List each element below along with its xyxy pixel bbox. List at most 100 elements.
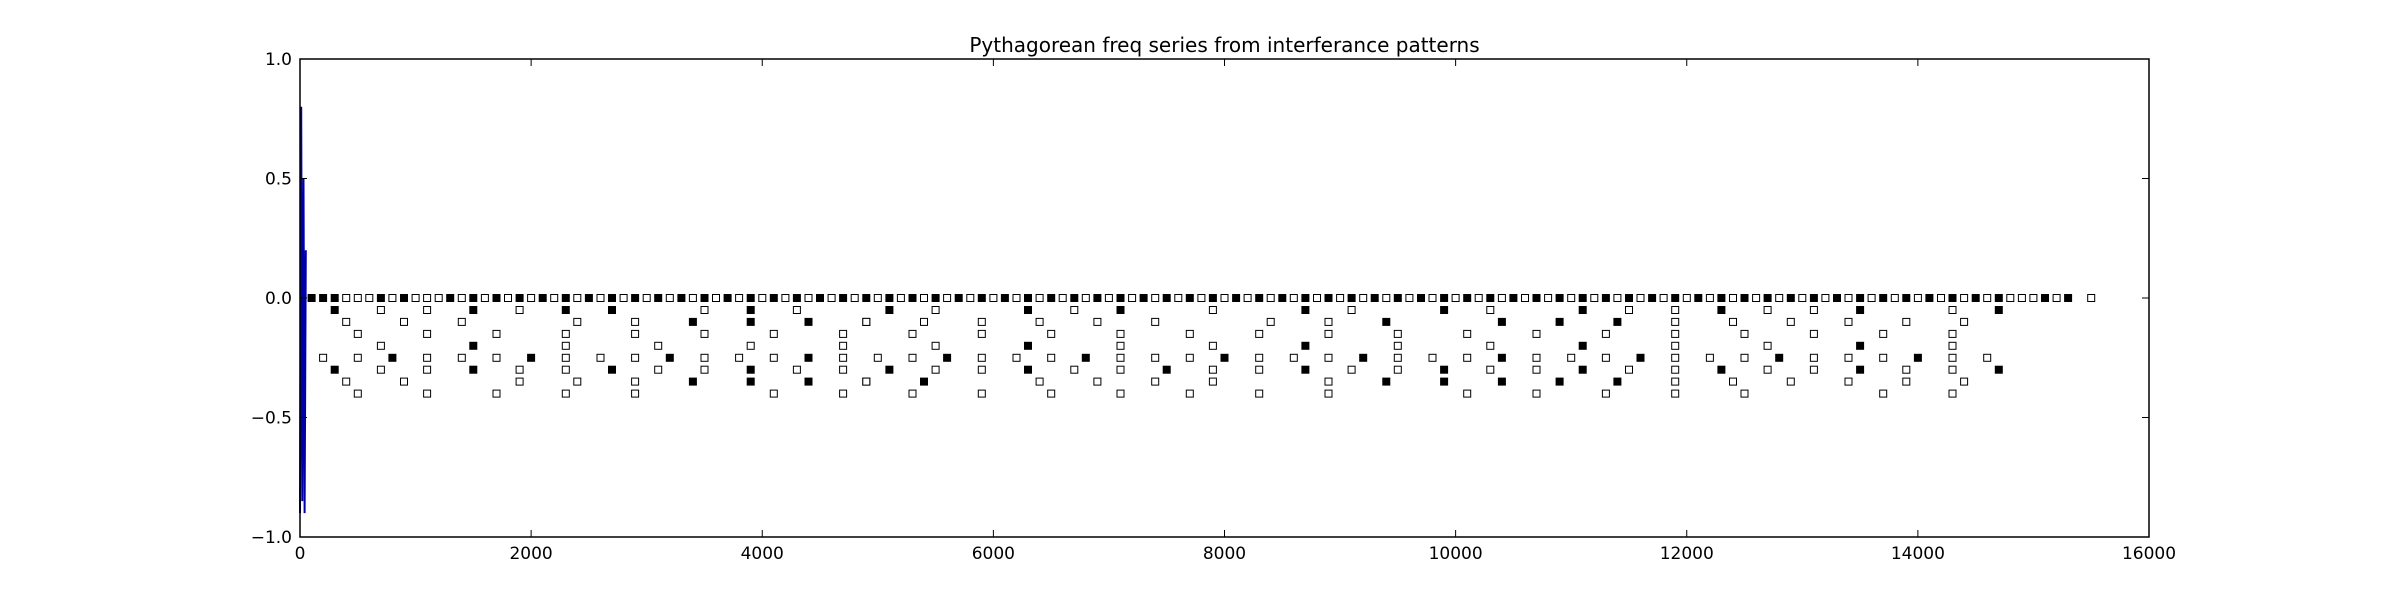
filled-square-marker [1913, 353, 1922, 362]
hollow-square-marker [1463, 329, 1472, 338]
filled-square-marker [608, 294, 616, 302]
hollow-square-marker [1070, 306, 1079, 314]
hollow-square-marker [769, 329, 778, 338]
filled-square-marker [1324, 294, 1333, 302]
hollow-square-marker [1601, 329, 1610, 338]
filled-square-marker [931, 294, 940, 302]
hollow-square-marker [1948, 389, 1957, 398]
hollow-square-marker [492, 353, 501, 362]
hollow-square-marker [1948, 329, 1957, 338]
filled-square-marker [1856, 306, 1865, 314]
hollow-square-marker [1463, 389, 1472, 398]
filled-square-marker [1232, 294, 1241, 302]
filled-square-marker [700, 294, 709, 302]
signal-trace [299, 106, 307, 514]
hollow-square-marker [1902, 317, 1911, 326]
x-tick-label: 4000 [741, 544, 784, 564]
hollow-square-marker [457, 317, 466, 326]
hollow-square-marker [1960, 294, 1969, 302]
hollow-square-marker [400, 377, 408, 386]
filled-square-marker [1463, 294, 1472, 302]
filled-square-marker [688, 377, 697, 386]
filled-square-marker [1440, 377, 1449, 386]
filled-square-marker [1024, 365, 1032, 374]
filled-square-marker [1208, 294, 1217, 302]
hollow-square-marker [1763, 365, 1772, 374]
filled-square-marker [330, 306, 339, 314]
x-tick-label: 10000 [1429, 544, 1483, 564]
hollow-square-marker [365, 294, 374, 302]
x-tick-label: 0 [295, 544, 306, 564]
filled-square-marker [1070, 294, 1079, 302]
hollow-square-marker [654, 341, 663, 350]
hollow-square-marker [1208, 341, 1217, 350]
filled-square-marker [1347, 294, 1356, 302]
hollow-square-marker [977, 317, 986, 326]
hollow-square-marker [376, 306, 385, 314]
hollow-square-marker [1185, 329, 1194, 338]
hollow-square-marker [1324, 329, 1333, 338]
hollow-square-marker [862, 377, 871, 386]
filled-square-marker [330, 294, 339, 302]
hollow-square-marker [1740, 329, 1749, 338]
hollow-square-marker [504, 294, 512, 302]
hollow-square-marker [1567, 294, 1576, 302]
hollow-square-marker [342, 377, 351, 386]
hollow-square-marker [700, 365, 709, 374]
filled-square-marker [1382, 377, 1391, 386]
hollow-square-marker [1890, 294, 1899, 302]
filled-square-marker [1717, 294, 1726, 302]
hollow-square-marker [1486, 306, 1495, 314]
hollow-square-marker [1809, 365, 1818, 374]
hollow-square-marker [1324, 377, 1333, 386]
hollow-square-marker [735, 294, 744, 302]
filled-square-marker [746, 377, 755, 386]
hollow-square-marker [746, 341, 755, 350]
hollow-square-marker [781, 294, 790, 302]
filled-square-marker [1440, 294, 1449, 302]
filled-square-marker [1497, 317, 1506, 326]
filled-square-marker [862, 294, 871, 302]
hollow-square-marker [1486, 365, 1495, 374]
hollow-square-marker [1116, 365, 1125, 374]
hollow-square-marker [688, 294, 697, 302]
hollow-square-marker [1151, 377, 1160, 386]
hollow-square-marker [353, 353, 362, 362]
hollow-square-marker [839, 389, 848, 398]
filled-square-marker [1671, 294, 1680, 302]
filled-square-marker [1902, 294, 1911, 302]
hollow-square-marker [319, 353, 328, 362]
filled-square-marker [388, 353, 397, 362]
x-tick-label: 8000 [1203, 544, 1246, 564]
hollow-square-marker [2017, 294, 2026, 302]
filled-square-marker [2041, 294, 2049, 302]
hollow-square-marker [769, 389, 778, 398]
hollow-square-marker [1809, 306, 1818, 314]
filled-square-marker [1497, 377, 1506, 386]
filled-square-marker [1440, 365, 1449, 374]
hollow-square-marker [1983, 353, 1992, 362]
hollow-square-marker [792, 306, 801, 314]
hollow-square-marker [573, 294, 582, 302]
hollow-square-marker [1116, 389, 1125, 398]
hollow-square-marker [1185, 353, 1194, 362]
hollow-square-marker [515, 365, 524, 374]
hollow-square-marker [769, 353, 778, 362]
hollow-square-marker [1174, 294, 1183, 302]
hollow-square-marker [1902, 365, 1911, 374]
hollow-square-marker [2087, 294, 2096, 302]
hollow-square-marker [1809, 353, 1818, 362]
hollow-square-marker [1208, 377, 1217, 386]
hollow-square-marker [873, 294, 882, 302]
filled-square-marker [2064, 294, 2073, 302]
hollow-square-marker [1393, 365, 1402, 374]
hollow-square-marker [631, 377, 640, 386]
filled-square-marker [527, 353, 536, 362]
hollow-square-marker [1359, 294, 1368, 302]
filled-square-marker [1162, 365, 1171, 374]
hollow-square-marker [1463, 353, 1472, 362]
hollow-square-marker [1729, 377, 1737, 386]
filled-square-marker [746, 317, 755, 326]
filled-square-marker [1162, 294, 1171, 302]
